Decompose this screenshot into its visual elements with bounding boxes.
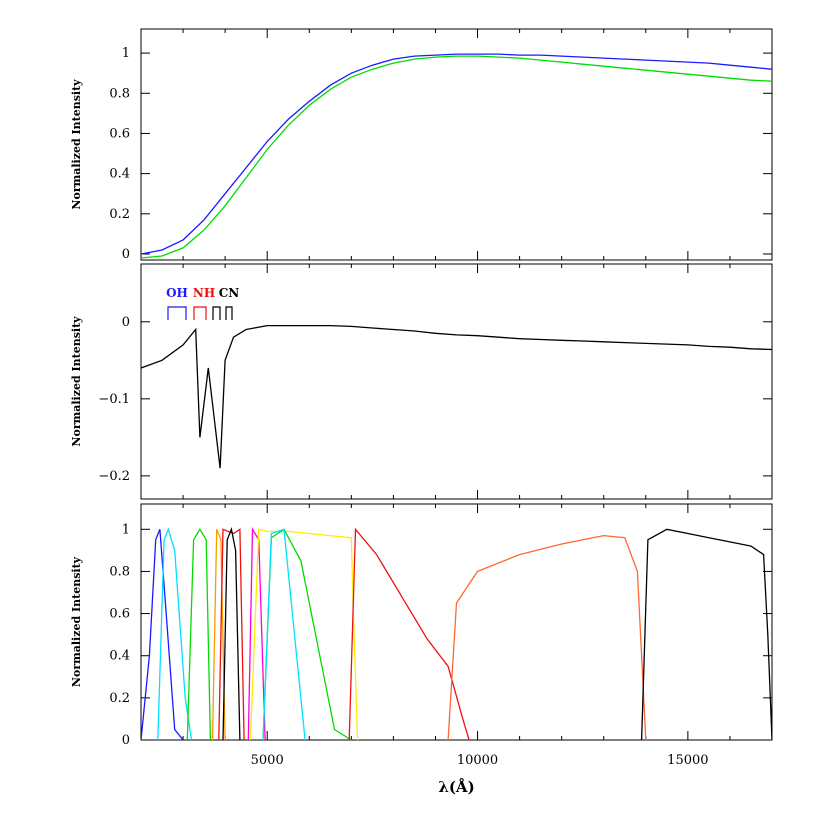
series-line	[186, 528, 212, 740]
band-label: OH	[166, 286, 188, 300]
x-axis-title: λ(Å)	[438, 778, 474, 796]
series-line	[262, 528, 306, 740]
plot-frame	[140, 503, 773, 741]
series-line	[640, 528, 772, 740]
series-line	[348, 527, 470, 740]
panel-3: 0 0.2 0.4 0.6 0.8 1 Normalized Intensity 5000 10…	[70, 503, 773, 796]
series-line	[141, 324, 772, 469]
y-tick-label: −0.1	[98, 392, 130, 407]
y-tick-label: 0	[122, 315, 130, 330]
x-tick-label: 15000	[667, 753, 708, 768]
plot-frame	[140, 28, 773, 261]
series-line	[447, 534, 647, 740]
band-bracket	[193, 306, 207, 320]
panel-1: 0 0.2 0.4 0.6 0.8 1 Normalized Intensity	[70, 28, 773, 262]
band-bracket	[212, 306, 221, 320]
panel-2: −0.2 −0.1 0 Normalized Intensity OH NH CN	[70, 263, 773, 500]
plot-frame	[140, 263, 773, 500]
y-tick-label: 0.4	[109, 649, 130, 664]
y-tick-label: −0.2	[98, 469, 130, 484]
series-line	[141, 53, 772, 255]
series-line	[211, 529, 226, 740]
band-bracket	[225, 306, 233, 320]
series-line	[141, 55, 772, 259]
series-line	[157, 527, 193, 740]
series-line	[247, 527, 266, 740]
x-tick-label: 5000	[251, 753, 284, 768]
y-tick-label: 1	[122, 46, 130, 61]
y-tick-label: 0	[122, 733, 130, 748]
y-tick-label: 0.4	[109, 167, 130, 182]
band-bracket	[167, 306, 187, 320]
y-axis-title: Normalized Intensity	[70, 79, 83, 210]
y-tick-label: 0.6	[109, 607, 130, 622]
y-tick-label: 0.2	[109, 207, 130, 222]
series-line	[218, 528, 245, 740]
band-label: NH	[193, 286, 215, 300]
y-axis-title: Normalized Intensity	[70, 316, 83, 447]
y-axis-title: Normalized Intensity	[70, 556, 83, 687]
y-tick-label: 0.8	[109, 564, 130, 579]
y-tick-label: 1	[122, 522, 130, 537]
band-label: CN	[219, 286, 240, 300]
series-line	[222, 527, 241, 740]
series-line	[249, 528, 359, 740]
series-line	[141, 529, 184, 740]
x-tick-label: 10000	[457, 753, 498, 768]
y-tick-label: 0.8	[109, 86, 130, 101]
y-tick-label: 0.6	[109, 126, 130, 141]
y-tick-label: 0.2	[109, 691, 130, 706]
y-tick-label: 0	[122, 247, 130, 262]
series-line	[262, 528, 352, 740]
